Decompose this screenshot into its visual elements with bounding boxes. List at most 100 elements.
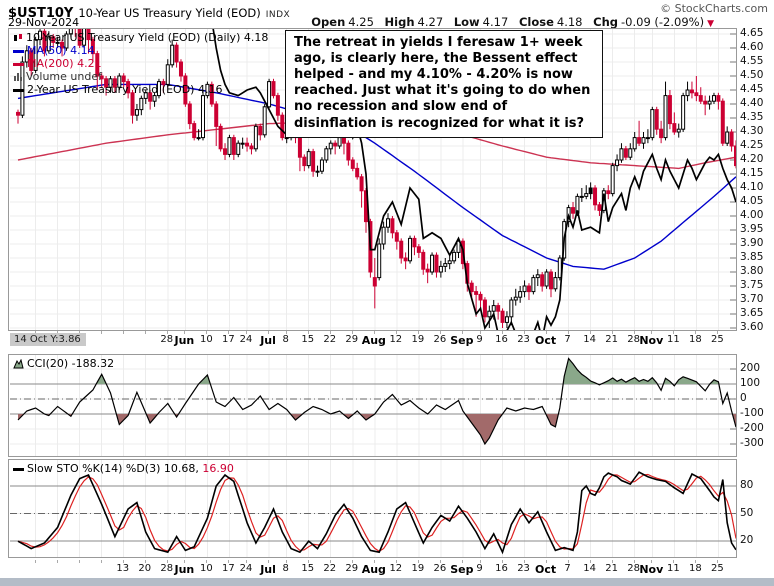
axis-tick — [307, 560, 309, 563]
date-axis-label: 12 — [389, 334, 403, 345]
date-axis-label: 29 — [345, 334, 359, 345]
date-axis-label: 13 — [116, 563, 130, 574]
date-axis-label: 28 — [160, 563, 174, 574]
axis-tick — [395, 560, 397, 563]
y-axis-label: 3.60 — [740, 321, 764, 333]
axis-tick — [417, 560, 419, 563]
axis-tick — [184, 331, 186, 334]
axis-tick — [673, 331, 675, 334]
axis-tick — [351, 331, 353, 334]
date-axis-label: 8 — [282, 334, 289, 345]
y-axis-label: 4.05 — [740, 195, 764, 207]
axis-tick — [246, 560, 248, 563]
date-axis-label: Oct — [535, 334, 557, 347]
date-axis-label: 16 — [495, 334, 508, 345]
axis-tick — [439, 560, 441, 563]
y-axis-label: 3.95 — [740, 223, 764, 235]
axis-tick — [611, 560, 613, 563]
date-axis-label: Jun — [174, 334, 195, 347]
axis-tick — [206, 560, 208, 563]
axis-tick — [228, 331, 230, 334]
date-axis-label: 7 — [564, 334, 571, 345]
y-axis-label: 4.25 — [740, 139, 764, 151]
cci-chart[interactable] — [9, 355, 736, 456]
axis-tick — [329, 560, 331, 563]
axis-tick — [166, 560, 168, 563]
stochastic-chart[interactable] — [9, 460, 736, 557]
date-axis-label: 19 — [411, 334, 425, 345]
y-axis-label: 4.60 — [740, 41, 764, 53]
axis-tick — [479, 560, 481, 563]
date-axis-label: 20 — [138, 563, 152, 574]
date-axis-label: 8 — [282, 563, 289, 574]
axis-tick — [329, 331, 331, 334]
date-axis-label: 16 — [495, 563, 508, 574]
high-label: High — [384, 15, 415, 29]
date-axis-label: 17 — [222, 563, 235, 574]
date-axis-label: 18 — [688, 334, 702, 345]
axis-tick — [268, 331, 270, 334]
date-axis-label: 11 — [666, 563, 680, 574]
chart-date: 29-Nov-2024 — [8, 16, 80, 29]
date-axis-label: 10 — [200, 563, 213, 574]
date-axis-label: Nov — [639, 334, 664, 347]
axis-tick — [633, 331, 635, 334]
axis-tick — [479, 331, 481, 334]
y-axis-label: 100 — [740, 377, 761, 389]
axis-tick — [395, 331, 397, 334]
low-label: Low — [453, 15, 480, 29]
date-axis-label: 22 — [323, 563, 337, 574]
y-axis-label: 4.15 — [740, 167, 764, 179]
date-axis-label: Nov — [639, 563, 664, 576]
cci-indicator-panel[interactable]: CCI(20) -188.32 — [8, 354, 737, 457]
axis-tick — [78, 331, 80, 334]
date-axis-label: 23 — [517, 563, 530, 574]
date-axis-label: 14 — [583, 563, 596, 574]
axis-tick — [268, 560, 270, 563]
date-axis-label: Sep — [450, 334, 474, 347]
axis-tick — [34, 560, 36, 563]
axis-tick — [184, 560, 186, 563]
high-value: 4.27 — [417, 15, 444, 29]
y-axis-label: -300 — [740, 437, 764, 449]
axis-tick — [501, 331, 503, 334]
axis-tick — [567, 331, 569, 334]
y-axis-label: 50 — [740, 506, 754, 519]
crosshair-tooltip: 14 Oct Y:3.86 — [10, 333, 86, 346]
date-axis-label: 29 — [345, 563, 359, 574]
axis-tick — [461, 331, 463, 334]
date-axis-label: 28 — [627, 563, 641, 574]
date-axis-label: 26 — [433, 563, 447, 574]
y-axis-label: 4.20 — [740, 153, 764, 165]
candlestick-chart[interactable] — [9, 29, 736, 330]
stockcharts-watermark: © StockCharts.com — [660, 2, 768, 15]
stochastic-indicator-panel[interactable]: Slow STO %K(14) %D(3) 10.68, 16.90 — [8, 459, 737, 558]
symbol[interactable]: $UST10Y — [8, 6, 74, 21]
y-axis-label: 4.00 — [740, 209, 764, 221]
date-axis-label: Aug — [361, 563, 386, 576]
y-axis-label: 4.10 — [740, 181, 764, 193]
y-axis-label: 3.70 — [740, 293, 764, 305]
date-axis-label: 25 — [711, 563, 724, 574]
axis-tick — [717, 331, 719, 334]
down-triangle-icon: ▼ — [707, 19, 714, 29]
axis-tick — [589, 331, 591, 334]
bottom-scrollbar[interactable] — [0, 578, 774, 586]
axis-tick — [56, 331, 58, 334]
date-axis-label: 7 — [564, 563, 571, 574]
annotation-note[interactable]: The retreat in yields I feresaw 1+ week … — [285, 30, 603, 138]
date-axis-label: 24 — [239, 563, 253, 574]
axis-tick — [651, 331, 653, 334]
axis-tick — [673, 560, 675, 563]
axis-tick — [545, 560, 547, 563]
axis-tick — [501, 560, 503, 563]
exchange-label: INDX — [265, 10, 291, 20]
date-axis-label: 9 — [476, 563, 483, 574]
axis-tick — [417, 331, 419, 334]
chg-label: Chg — [593, 15, 618, 29]
axis-tick — [166, 331, 168, 334]
axis-tick — [206, 331, 208, 334]
axis-tick — [651, 560, 653, 563]
open-label: Open — [311, 15, 346, 29]
y-axis-label: 3.90 — [740, 237, 764, 249]
